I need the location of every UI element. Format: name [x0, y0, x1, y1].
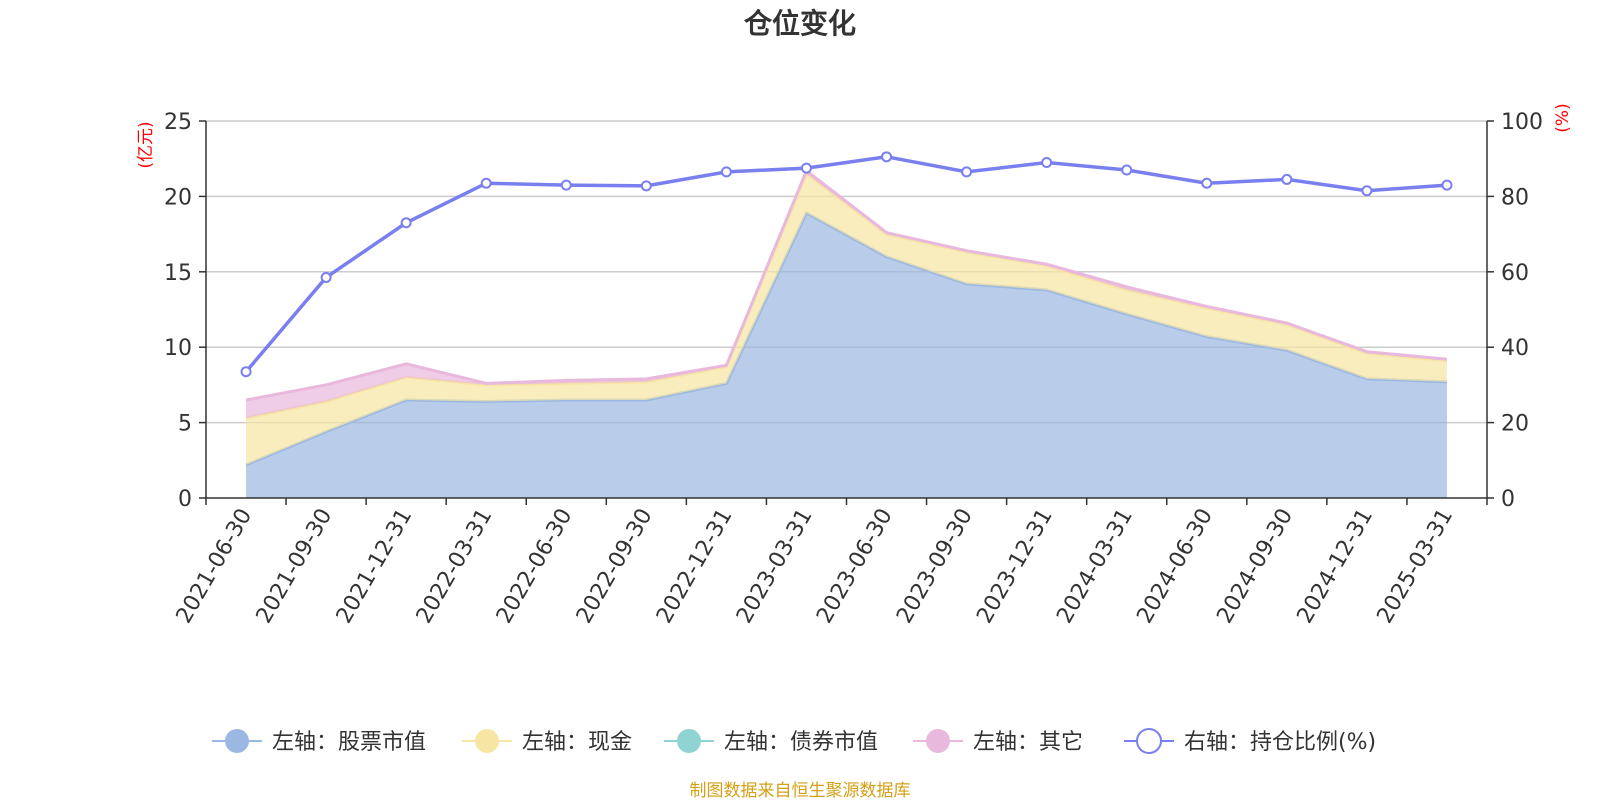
right-axis-tick-label: 80	[1501, 185, 1529, 210]
x-axis-label: 2022-12-31	[652, 505, 738, 628]
area-cash	[246, 173, 1447, 465]
legend-marker	[225, 729, 249, 753]
ratio-point	[961, 166, 973, 178]
left-axis-unit: (亿元)	[136, 121, 156, 168]
x-axis-label: 2024-06-30	[1132, 505, 1218, 628]
ratio-point	[640, 180, 652, 192]
x-axis-label: 2021-12-31	[332, 505, 418, 628]
left-axis-tick-label: 20	[164, 185, 192, 210]
data-source-note: 制图数据来自恒生聚源数据库	[689, 781, 911, 801]
ratio-point	[881, 151, 893, 163]
x-axis-label: 2022-09-30	[572, 505, 658, 628]
x-axis-label: 2022-03-31	[412, 505, 498, 628]
ratio-point	[1121, 164, 1133, 176]
legend-marker	[475, 729, 499, 753]
left-axis-tick-label: 25	[164, 110, 192, 135]
x-axis-label: 2021-06-30	[172, 505, 258, 628]
x-axis-label: 2021-09-30	[252, 505, 338, 628]
right-axis-unit: (%)	[1553, 103, 1573, 132]
ratio-point	[400, 217, 412, 229]
x-axis-label: 2024-09-30	[1212, 505, 1298, 628]
ratio-point	[240, 366, 252, 378]
right-axis-tick-label: 100	[1501, 110, 1543, 135]
right-axis-tick-label: 20	[1501, 412, 1529, 437]
line-other	[245, 168, 1448, 402]
left-axis-tick-label: 15	[164, 261, 192, 286]
ratio-point	[720, 166, 732, 178]
x-axis-label: 2023-12-31	[972, 505, 1058, 628]
ratio-point	[800, 162, 812, 174]
axes: 0 5 10 15 20 25 0 20 40 60 80 100	[164, 110, 1543, 512]
ratio-point	[1441, 179, 1453, 191]
ratio-point	[480, 177, 492, 189]
legend-label: 左轴：现金	[522, 730, 632, 755]
legend-label: 右轴：持仓比例(%)	[1184, 730, 1376, 755]
legend: 左轴：股票市值 左轴：现金 左轴：债券市值 左轴：其它 右轴：持仓比例(%)	[212, 728, 1376, 755]
x-axis-label: 2023-03-31	[732, 505, 818, 628]
ratio-point	[1281, 173, 1293, 185]
x-axis-label: 2024-12-31	[1293, 505, 1379, 628]
ratio-line	[244, 155, 1448, 373]
ratio-line-series	[240, 151, 1453, 378]
left-axis-tick-label: 5	[178, 412, 192, 437]
legend-label: 左轴：债券市值	[724, 730, 878, 755]
ratio-point	[1041, 156, 1053, 168]
x-axis-label: 2023-06-30	[812, 505, 898, 628]
ratio-point	[1201, 177, 1213, 189]
legend-marker	[926, 729, 950, 753]
legend-marker	[1136, 728, 1162, 754]
x-axis-label: 2023-09-30	[892, 505, 978, 628]
right-axis-tick-label: 40	[1501, 336, 1529, 361]
ratio-point	[320, 271, 332, 283]
right-axis-tick-label: 60	[1501, 261, 1529, 286]
area-stock	[246, 212, 1447, 498]
left-axis-tick-label: 0	[178, 487, 192, 512]
ratio-point	[560, 179, 572, 191]
x-axis-labels: 2021-06-302021-09-302021-12-312022-03-31…	[172, 505, 1459, 628]
chart-title: 仓位变化	[743, 7, 856, 40]
ratio-point	[1361, 185, 1373, 197]
x-axis-label: 2022-06-30	[492, 505, 578, 628]
right-axis-tick-label: 0	[1501, 487, 1515, 512]
left-axis-tick-label: 10	[164, 336, 192, 361]
legend-label: 左轴：其它	[973, 730, 1083, 755]
stacked-areas	[245, 168, 1448, 498]
legend-label: 左轴：股票市值	[272, 730, 426, 755]
legend-marker	[677, 729, 701, 753]
x-axis-label: 2024-03-31	[1052, 505, 1138, 628]
x-axis-label: 2025-03-31	[1373, 505, 1459, 628]
